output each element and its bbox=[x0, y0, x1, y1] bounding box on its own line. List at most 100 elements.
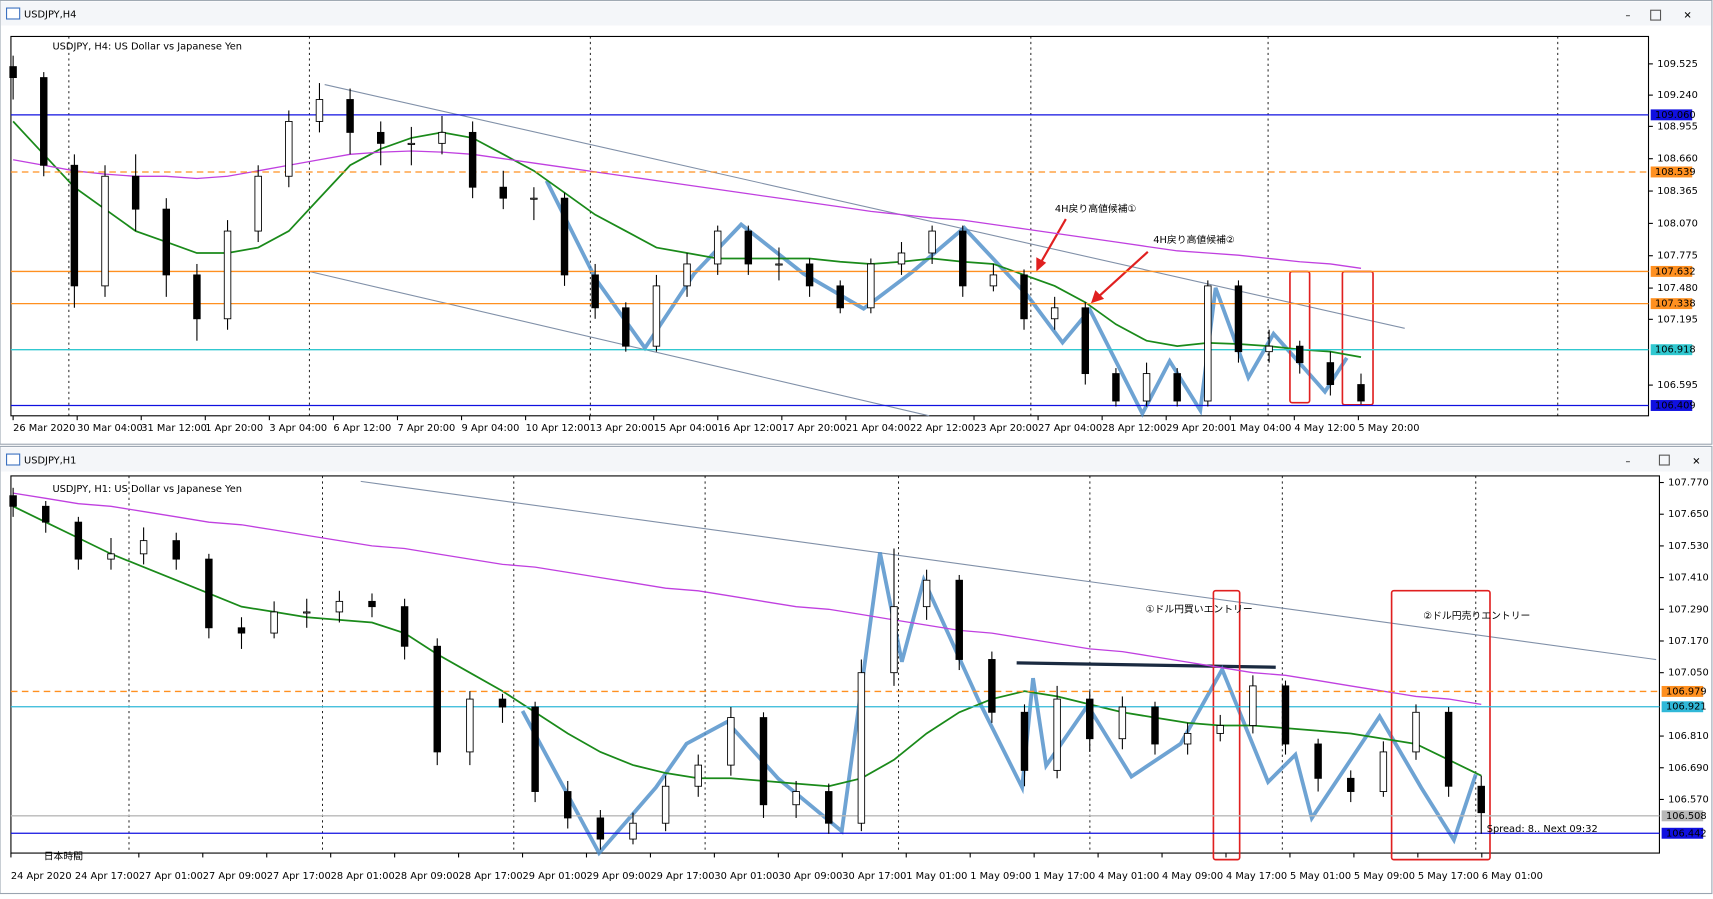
chart-header: USDJPY, H1: US Dollar vs Japanese Yen bbox=[52, 484, 242, 495]
annotation: 4H戻り高値候補② bbox=[1153, 233, 1234, 246]
y-tick-label: 107.050 bbox=[1668, 668, 1709, 679]
candle-body bbox=[107, 553, 115, 560]
x-tick-label: 3 Apr 04:00 bbox=[269, 423, 327, 434]
candle-body bbox=[368, 600, 376, 608]
arrow bbox=[1098, 251, 1149, 297]
candle-body bbox=[694, 764, 702, 787]
candle-body bbox=[1020, 711, 1029, 771]
x-tick-label: 16 Apr 12:00 bbox=[718, 423, 782, 434]
x-tick-label: 29 Apr 20:00 bbox=[1166, 423, 1230, 434]
x-tick-label: 29 Apr 17:00 bbox=[650, 871, 714, 882]
x-tick-label: 24 Apr 2020 bbox=[11, 871, 72, 882]
annotation: ②ドル円売りエントリー bbox=[1423, 609, 1530, 622]
x-tick-label: 30 Apr 17:00 bbox=[842, 871, 906, 882]
candle-body bbox=[1265, 345, 1273, 353]
candle-body bbox=[1444, 711, 1453, 787]
candle-body bbox=[139, 540, 148, 555]
y-tick-label: 108.070 bbox=[1657, 218, 1698, 229]
candle-body bbox=[1249, 685, 1257, 726]
candle-body bbox=[315, 99, 324, 122]
candle-body bbox=[270, 611, 278, 634]
candle-body bbox=[792, 791, 800, 806]
candle-body bbox=[1020, 274, 1028, 320]
candle-body bbox=[836, 285, 844, 309]
candle-body bbox=[335, 600, 344, 613]
y-tick-label: 107.775 bbox=[1657, 251, 1698, 262]
candle-body bbox=[805, 263, 814, 287]
candle-body bbox=[564, 791, 572, 819]
candle-body bbox=[400, 606, 409, 647]
price-level-label: 107.632 bbox=[1655, 266, 1696, 277]
price-level-box bbox=[1650, 265, 1693, 277]
candle-body bbox=[9, 66, 17, 79]
candle-body bbox=[890, 606, 898, 674]
minimize-button[interactable]: – bbox=[1626, 11, 1631, 22]
x-tick-label: 29 Apr 09:00 bbox=[586, 871, 650, 882]
y-tick-label: 106.570 bbox=[1668, 794, 1709, 805]
candle-body bbox=[1216, 725, 1224, 734]
window-title: USDJPY,H1 bbox=[24, 456, 76, 467]
annotation: Spread: 8.. Next 09:32 bbox=[1487, 824, 1598, 835]
y-tick-label: 107.480 bbox=[1657, 283, 1698, 294]
price-level-box bbox=[1650, 400, 1693, 411]
y-tick-label: 107.290 bbox=[1668, 604, 1709, 615]
x-tick-label: 5 May 01:00 bbox=[1290, 871, 1351, 882]
arrow-head bbox=[1036, 257, 1047, 272]
maximize-button[interactable] bbox=[1658, 454, 1670, 466]
candle-body bbox=[1081, 307, 1090, 375]
candle-body bbox=[959, 230, 967, 287]
y-tick-label: 107.170 bbox=[1668, 636, 1709, 647]
zigzag bbox=[520, 552, 1478, 857]
candle-body bbox=[377, 131, 385, 144]
trend-line bbox=[309, 270, 930, 417]
moving-average bbox=[13, 150, 1362, 269]
y-tick-label: 108.660 bbox=[1657, 154, 1698, 165]
y-tick-label: 107.195 bbox=[1657, 314, 1698, 325]
price-level-box bbox=[1650, 109, 1693, 121]
y-tick-label: 107.410 bbox=[1668, 573, 1709, 584]
x-tick-label: 6 Apr 12:00 bbox=[333, 423, 391, 434]
candle-body bbox=[596, 817, 605, 840]
x-tick-label: 1 May 04:00 bbox=[1230, 423, 1291, 434]
x-tick-label: 13 Apr 20:00 bbox=[590, 423, 654, 434]
candle-body bbox=[1314, 743, 1322, 779]
x-tick-label: 28 Apr 09:00 bbox=[395, 871, 459, 882]
trend-line bbox=[324, 84, 1405, 329]
x-tick-label: 5 May 20:00 bbox=[1358, 423, 1419, 434]
title-bar bbox=[1, 1, 1711, 26]
window-frame bbox=[0, 445, 1713, 895]
annotation: 日本時間 bbox=[44, 849, 83, 862]
candle-body bbox=[867, 263, 875, 309]
close-button[interactable]: ✕ bbox=[1683, 11, 1691, 22]
candle-body bbox=[9, 495, 17, 507]
x-tick-label: 28 Apr 01:00 bbox=[331, 871, 395, 882]
price-level-label: 108.539 bbox=[1655, 167, 1696, 178]
close-button[interactable]: ✕ bbox=[1692, 457, 1700, 468]
candle-body bbox=[759, 717, 768, 806]
price-level-label: 106.442 bbox=[1666, 828, 1707, 839]
x-tick-label: 6 May 01:00 bbox=[1482, 871, 1543, 882]
y-tick-label: 106.690 bbox=[1668, 763, 1709, 774]
candle-body bbox=[172, 540, 180, 560]
candle-body bbox=[1379, 751, 1388, 792]
candle-body bbox=[1053, 698, 1061, 771]
candle-body bbox=[560, 197, 569, 276]
minimize-button[interactable]: – bbox=[1626, 457, 1631, 468]
x-tick-label: 15 Apr 04:00 bbox=[654, 423, 718, 434]
maximize-button[interactable] bbox=[1650, 9, 1662, 21]
candle-body bbox=[775, 263, 783, 266]
x-tick-label: 9 Apr 04:00 bbox=[462, 423, 520, 434]
y-tick-label: 109.240 bbox=[1657, 90, 1698, 101]
candle-body bbox=[1357, 384, 1365, 402]
x-tick-label: 27 Apr 01:00 bbox=[139, 871, 203, 882]
candle-body bbox=[591, 274, 599, 309]
resistance-line bbox=[1016, 661, 1276, 669]
candle-body bbox=[40, 77, 48, 166]
x-tick-label: 4 May 09:00 bbox=[1162, 871, 1223, 882]
candle-body bbox=[303, 611, 311, 614]
candle-body bbox=[922, 579, 931, 608]
x-tick-label: 30 Apr 09:00 bbox=[778, 871, 842, 882]
x-tick-label: 27 Apr 04:00 bbox=[1038, 423, 1102, 434]
candle-body bbox=[1326, 362, 1335, 385]
candle-body bbox=[1151, 706, 1159, 745]
